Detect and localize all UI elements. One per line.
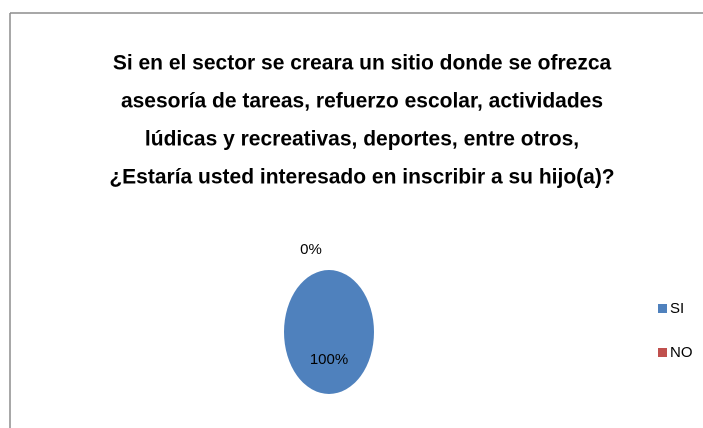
chart-title: lúdicas y recreativas, deportes, entre o… (145, 128, 579, 151)
pie-slice (284, 270, 374, 394)
legend-label: NO (670, 344, 693, 361)
data-label: 100% (310, 351, 348, 368)
legend-label: SI (670, 300, 684, 317)
legend-swatch (658, 304, 667, 313)
chart-title: asesoría de tareas, refuerzo escolar, ac… (121, 90, 603, 113)
chart-title: Si en el sector se creara un sitio donde… (113, 52, 612, 75)
data-label: 0% (300, 241, 322, 258)
chart-title: ¿Estaría usted interesado en inscribir a… (109, 166, 614, 189)
legend-swatch (658, 348, 667, 357)
